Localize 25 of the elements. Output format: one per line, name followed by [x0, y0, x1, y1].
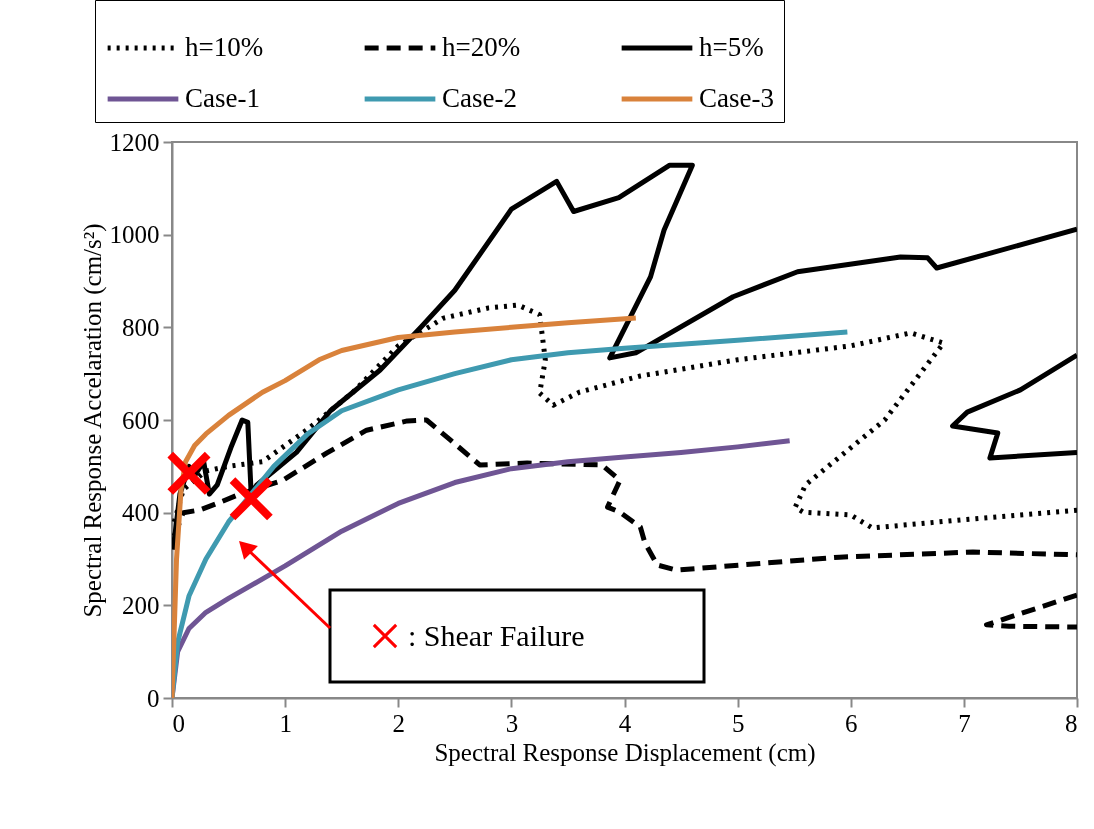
legend-label: Case-1: [185, 83, 260, 113]
x-tick-label: 1: [279, 709, 292, 737]
x-tick-label: 4: [618, 709, 632, 737]
annotation: : Shear Failure: [408, 619, 585, 652]
y-tick-label: 0: [147, 684, 160, 712]
y-tick-label: 800: [122, 313, 160, 341]
y-tick-label: 400: [122, 499, 160, 527]
legend-label: h=5%: [699, 32, 764, 62]
x-tick-label: 8: [1065, 709, 1078, 737]
y-tick-label: 1200: [109, 128, 160, 156]
x-tick-label: 0: [172, 709, 185, 737]
legend-label: h=20%: [442, 32, 521, 62]
x-tick-label: 2: [392, 709, 405, 737]
legend-label: Case-2: [442, 83, 517, 113]
y-tick-label: 200: [122, 591, 160, 619]
x-tick-label: 6: [845, 709, 858, 737]
y-tick-label: 1000: [109, 221, 160, 249]
x-tick-label: 3: [505, 709, 519, 737]
legend-label: h=10%: [185, 32, 264, 62]
y-tick-label: 600: [122, 406, 160, 434]
x-axis-title: Spectral Response Displacement (cm): [434, 738, 816, 767]
y-axis-title: Spectral Response Accelaration (cm/s²): [78, 223, 107, 618]
x-tick-label: 7: [958, 709, 971, 737]
legend-label: Case-3: [699, 83, 774, 113]
x-tick-label: 5: [731, 709, 745, 737]
